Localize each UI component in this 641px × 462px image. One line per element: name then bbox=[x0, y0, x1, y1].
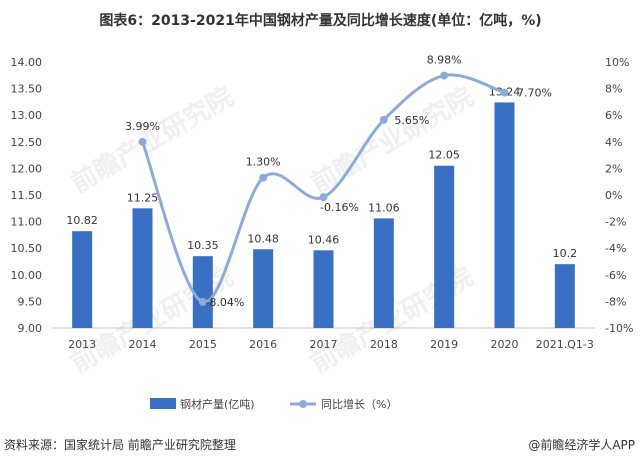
y-right-tick-label: -10% bbox=[605, 322, 633, 335]
y-left-tick-label: 13.50 bbox=[11, 83, 43, 96]
x-tick-label: 2016 bbox=[249, 338, 277, 351]
y-right-tick-label: -8% bbox=[605, 295, 626, 308]
bar bbox=[373, 218, 394, 328]
bar-value-label: 11.06 bbox=[368, 201, 400, 214]
x-tick-label: 2013 bbox=[68, 338, 96, 351]
line-point bbox=[198, 297, 207, 306]
line-value-label: 8.98% bbox=[427, 54, 462, 67]
line-point bbox=[379, 115, 388, 124]
x-tick-label: 2019 bbox=[430, 338, 458, 351]
y-right-tick-label: 4% bbox=[605, 136, 622, 149]
bar-value-label: 10.35 bbox=[187, 239, 219, 252]
y-right-tick-label: 10% bbox=[605, 56, 629, 69]
bar-value-label: 12.05 bbox=[428, 149, 460, 162]
bar bbox=[434, 165, 455, 328]
legend-label-bars: 钢材产量(亿吨) bbox=[180, 397, 255, 411]
bar-value-label: 11.25 bbox=[127, 191, 159, 204]
bar-value-label: 10.48 bbox=[247, 232, 279, 245]
y-left-tick-label: 9.00 bbox=[18, 322, 43, 335]
brand-credit: @前瞻经济学人APP bbox=[528, 438, 635, 452]
source-note: 资料来源：国家统计局 前瞻产业研究院整理 bbox=[4, 438, 236, 452]
y-right-tick-label: -2% bbox=[605, 216, 626, 229]
y-right-tick-label: 6% bbox=[605, 109, 622, 122]
x-tick-label: 2020 bbox=[491, 338, 519, 351]
bar bbox=[313, 250, 334, 328]
bar-value-label: 10.46 bbox=[308, 233, 340, 246]
bar bbox=[72, 231, 93, 328]
y-left-tick-label: 11.00 bbox=[11, 216, 43, 229]
y-left-tick-label: 10.50 bbox=[11, 242, 43, 255]
growth-line bbox=[141, 73, 505, 304]
bar bbox=[494, 102, 515, 328]
x-tick-label: 2018 bbox=[370, 338, 398, 351]
line-point bbox=[319, 193, 328, 202]
y-right-tick-label: -4% bbox=[605, 242, 626, 255]
x-tick-label: 2017 bbox=[310, 338, 338, 351]
y-left-tick-label: 14.00 bbox=[11, 56, 43, 69]
legend-swatch-bars bbox=[150, 398, 176, 409]
line-point bbox=[259, 173, 268, 182]
bar bbox=[192, 256, 213, 328]
line-point bbox=[440, 71, 449, 80]
legend-swatch-point bbox=[299, 400, 307, 408]
bar bbox=[554, 264, 575, 328]
line-value-label: -0.16% bbox=[320, 201, 359, 214]
y-right-tick-label: 2% bbox=[605, 162, 622, 175]
legend-label-line: 同比增长（%） bbox=[321, 397, 397, 411]
chart-title: 图表6：2013-2021年中国钢材产量及同比增长速度(单位：亿吨，%) bbox=[99, 13, 542, 29]
y-right-tick-label: 8% bbox=[605, 83, 622, 96]
y-left-tick-label: 12.00 bbox=[11, 162, 43, 175]
line-point bbox=[500, 88, 509, 97]
y-right-tick-label: -6% bbox=[605, 269, 626, 282]
line-value-label: 5.65% bbox=[394, 114, 429, 127]
y-left-tick-label: 12.50 bbox=[11, 136, 43, 149]
y-left-tick-label: 9.50 bbox=[18, 295, 43, 308]
x-tick-label: 2015 bbox=[189, 338, 217, 351]
line-point bbox=[138, 137, 147, 146]
y-left-tick-label: 13.00 bbox=[11, 109, 43, 122]
bar-value-label: 10.82 bbox=[66, 214, 98, 227]
y-right-tick-label: 0% bbox=[605, 189, 622, 202]
bar-value-label: 10.2 bbox=[553, 247, 578, 260]
bar bbox=[253, 249, 274, 328]
line-value-label: 3.99% bbox=[125, 120, 160, 133]
x-tick-label: 2014 bbox=[129, 338, 157, 351]
line-value-label: 1.30% bbox=[246, 156, 281, 169]
x-tick-label: 2021.Q1-3 bbox=[536, 338, 594, 351]
bar bbox=[132, 208, 153, 328]
y-left-tick-label: 11.50 bbox=[11, 189, 43, 202]
y-left-tick-label: 10.00 bbox=[11, 269, 43, 282]
line-value-label: 7.70% bbox=[517, 87, 552, 100]
line-value-label: -8.04% bbox=[205, 296, 244, 309]
